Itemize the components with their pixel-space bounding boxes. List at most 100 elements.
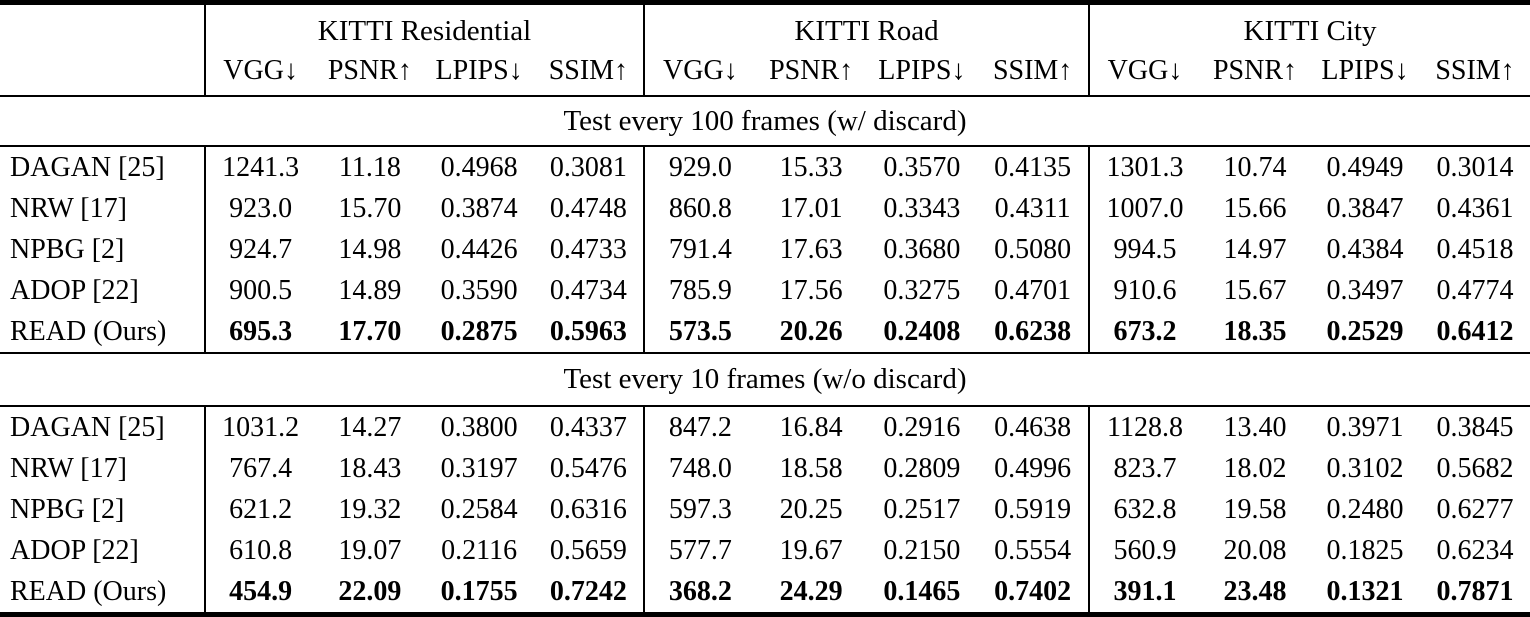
method-cell: DAGAN [25] bbox=[10, 412, 165, 443]
value-cell: 923.0 bbox=[229, 193, 293, 224]
value-cell: 0.4518 bbox=[1436, 234, 1514, 265]
value-cell: 994.5 bbox=[1113, 234, 1177, 265]
value-cell: 11.18 bbox=[338, 152, 401, 183]
value-cell: 0.5682 bbox=[1436, 453, 1514, 484]
value-cell: 0.5080 bbox=[994, 234, 1072, 265]
value-cell: 1128.8 bbox=[1107, 412, 1183, 443]
value-cell: 0.3275 bbox=[883, 275, 961, 306]
group-label: KITTI Residential bbox=[317, 15, 532, 47]
value-cell: 632.8 bbox=[1113, 494, 1177, 525]
value-cell: 1031.2 bbox=[222, 412, 300, 443]
metric-header-row: VGG↓ PSNR↑ LPIPS↓ SSIM↑ bbox=[206, 49, 643, 95]
value-cell: 15.33 bbox=[779, 152, 843, 183]
value-cell: 0.7871 bbox=[1436, 576, 1514, 607]
metric-header-row: VGG↓ PSNR↑ LPIPS↓ SSIM↑ bbox=[645, 49, 1088, 95]
value-cell: 0.2916 bbox=[883, 412, 961, 443]
value-cell: 24.29 bbox=[779, 576, 843, 607]
value-cell: 0.6412 bbox=[1436, 316, 1514, 347]
value-cell: 13.40 bbox=[1223, 412, 1287, 443]
metric-header-row: VGG↓ PSNR↑ LPIPS↓ SSIM↑ bbox=[1090, 49, 1530, 95]
value-cell: 18.43 bbox=[338, 453, 402, 484]
divider-rule bbox=[0, 405, 1530, 407]
value-cell: 19.07 bbox=[338, 535, 402, 566]
method-cell: NPBG [2] bbox=[10, 234, 125, 265]
value-cell: 0.3197 bbox=[440, 453, 518, 484]
value-cell: 0.2480 bbox=[1326, 494, 1404, 525]
metric-header-ssim: SSIM↑ bbox=[548, 55, 629, 86]
value-cell: 391.1 bbox=[1113, 576, 1177, 607]
value-cell: 20.08 bbox=[1223, 535, 1287, 566]
value-cell: 0.4361 bbox=[1436, 193, 1514, 224]
value-cell: 0.4774 bbox=[1436, 275, 1514, 306]
value-cell: 0.5554 bbox=[994, 535, 1072, 566]
value-cell: 673.2 bbox=[1113, 316, 1177, 347]
value-cell: 14.27 bbox=[338, 412, 402, 443]
value-cell: 0.2408 bbox=[883, 316, 961, 347]
value-cell: 0.2529 bbox=[1326, 316, 1404, 347]
value-cell: 0.2584 bbox=[440, 494, 518, 525]
value-cell: 454.9 bbox=[229, 576, 293, 607]
value-cell: 0.1825 bbox=[1326, 535, 1404, 566]
value-cell: 0.6316 bbox=[549, 494, 627, 525]
value-cell: 0.5919 bbox=[994, 494, 1072, 525]
top-rule bbox=[0, 0, 1530, 5]
value-cell: 18.58 bbox=[779, 453, 843, 484]
value-cell: 14.97 bbox=[1223, 234, 1287, 265]
value-cell: 368.2 bbox=[668, 576, 732, 607]
method-cell: READ (Ours) bbox=[10, 576, 167, 607]
value-cell: 597.3 bbox=[668, 494, 732, 525]
method-cell: NRW [17] bbox=[10, 193, 127, 224]
value-cell: 0.4968 bbox=[440, 152, 518, 183]
metric-header-lpips: LPIPS↓ bbox=[1321, 55, 1409, 86]
metric-header-lpips: LPIPS↓ bbox=[435, 55, 523, 86]
value-cell: 0.1755 bbox=[440, 576, 518, 607]
metric-header-vgg: VGG↓ bbox=[223, 55, 298, 86]
value-cell: 20.25 bbox=[779, 494, 843, 525]
section-1-body: DAGAN [25] 1241.3 11.18 0.4968 0.3081 92… bbox=[0, 147, 1530, 352]
value-cell: 10.74 bbox=[1223, 152, 1287, 183]
value-cell: 23.48 bbox=[1223, 576, 1287, 607]
value-cell: 0.3971 bbox=[1326, 412, 1404, 443]
value-cell: 0.3014 bbox=[1436, 152, 1514, 183]
value-cell: 0.4701 bbox=[994, 275, 1072, 306]
method-cell: ADOP [22] bbox=[10, 275, 139, 306]
value-cell: 19.32 bbox=[338, 494, 402, 525]
value-cell: 18.02 bbox=[1223, 453, 1287, 484]
value-cell: 0.3874 bbox=[440, 193, 518, 224]
value-cell: 20.26 bbox=[779, 316, 843, 347]
value-cell: 1301.3 bbox=[1106, 152, 1184, 183]
value-cell: 929.0 bbox=[668, 152, 732, 183]
metric-header-psnr: PSNR↑ bbox=[327, 55, 412, 86]
value-cell: 560.9 bbox=[1113, 535, 1177, 566]
metric-header-lpips: LPIPS↓ bbox=[878, 55, 966, 86]
divider-rule bbox=[0, 145, 1530, 147]
table-row: NRW [17] 923.0 15.70 0.3874 0.4748 860.8… bbox=[0, 188, 1530, 229]
table-row-ours: READ (Ours) 454.9 22.09 0.1755 0.7242 36… bbox=[0, 571, 1530, 612]
value-cell: 0.4384 bbox=[1326, 234, 1404, 265]
value-cell: 15.66 bbox=[1223, 193, 1287, 224]
value-cell: 15.67 bbox=[1223, 275, 1287, 306]
divider-rule bbox=[0, 95, 1530, 97]
method-cell: NRW [17] bbox=[10, 453, 127, 484]
value-cell: 0.7402 bbox=[994, 576, 1072, 607]
value-cell: 0.2517 bbox=[883, 494, 961, 525]
value-cell: 0.4996 bbox=[994, 453, 1072, 484]
value-cell: 621.2 bbox=[229, 494, 293, 525]
value-cell: 0.4748 bbox=[549, 193, 627, 224]
value-cell: 0.2116 bbox=[441, 535, 518, 566]
value-cell: 0.2150 bbox=[883, 535, 961, 566]
value-cell: 0.3102 bbox=[1326, 453, 1404, 484]
value-cell: 577.7 bbox=[668, 535, 732, 566]
value-cell: 0.5659 bbox=[549, 535, 627, 566]
value-cell: 767.4 bbox=[229, 453, 293, 484]
value-cell: 785.9 bbox=[668, 275, 732, 306]
value-cell: 924.7 bbox=[229, 234, 293, 265]
table-row: NPBG [2] 621.2 19.32 0.2584 0.6316 597.3… bbox=[0, 489, 1530, 530]
value-cell: 695.3 bbox=[229, 316, 293, 347]
value-cell: 19.58 bbox=[1223, 494, 1287, 525]
value-cell: 0.2809 bbox=[883, 453, 961, 484]
table-row: DAGAN [25] 1031.2 14.27 0.3800 0.4337 84… bbox=[0, 407, 1530, 448]
value-cell: 0.1465 bbox=[883, 576, 961, 607]
table-row: NRW [17] 767.4 18.43 0.3197 0.5476 748.0… bbox=[0, 448, 1530, 489]
